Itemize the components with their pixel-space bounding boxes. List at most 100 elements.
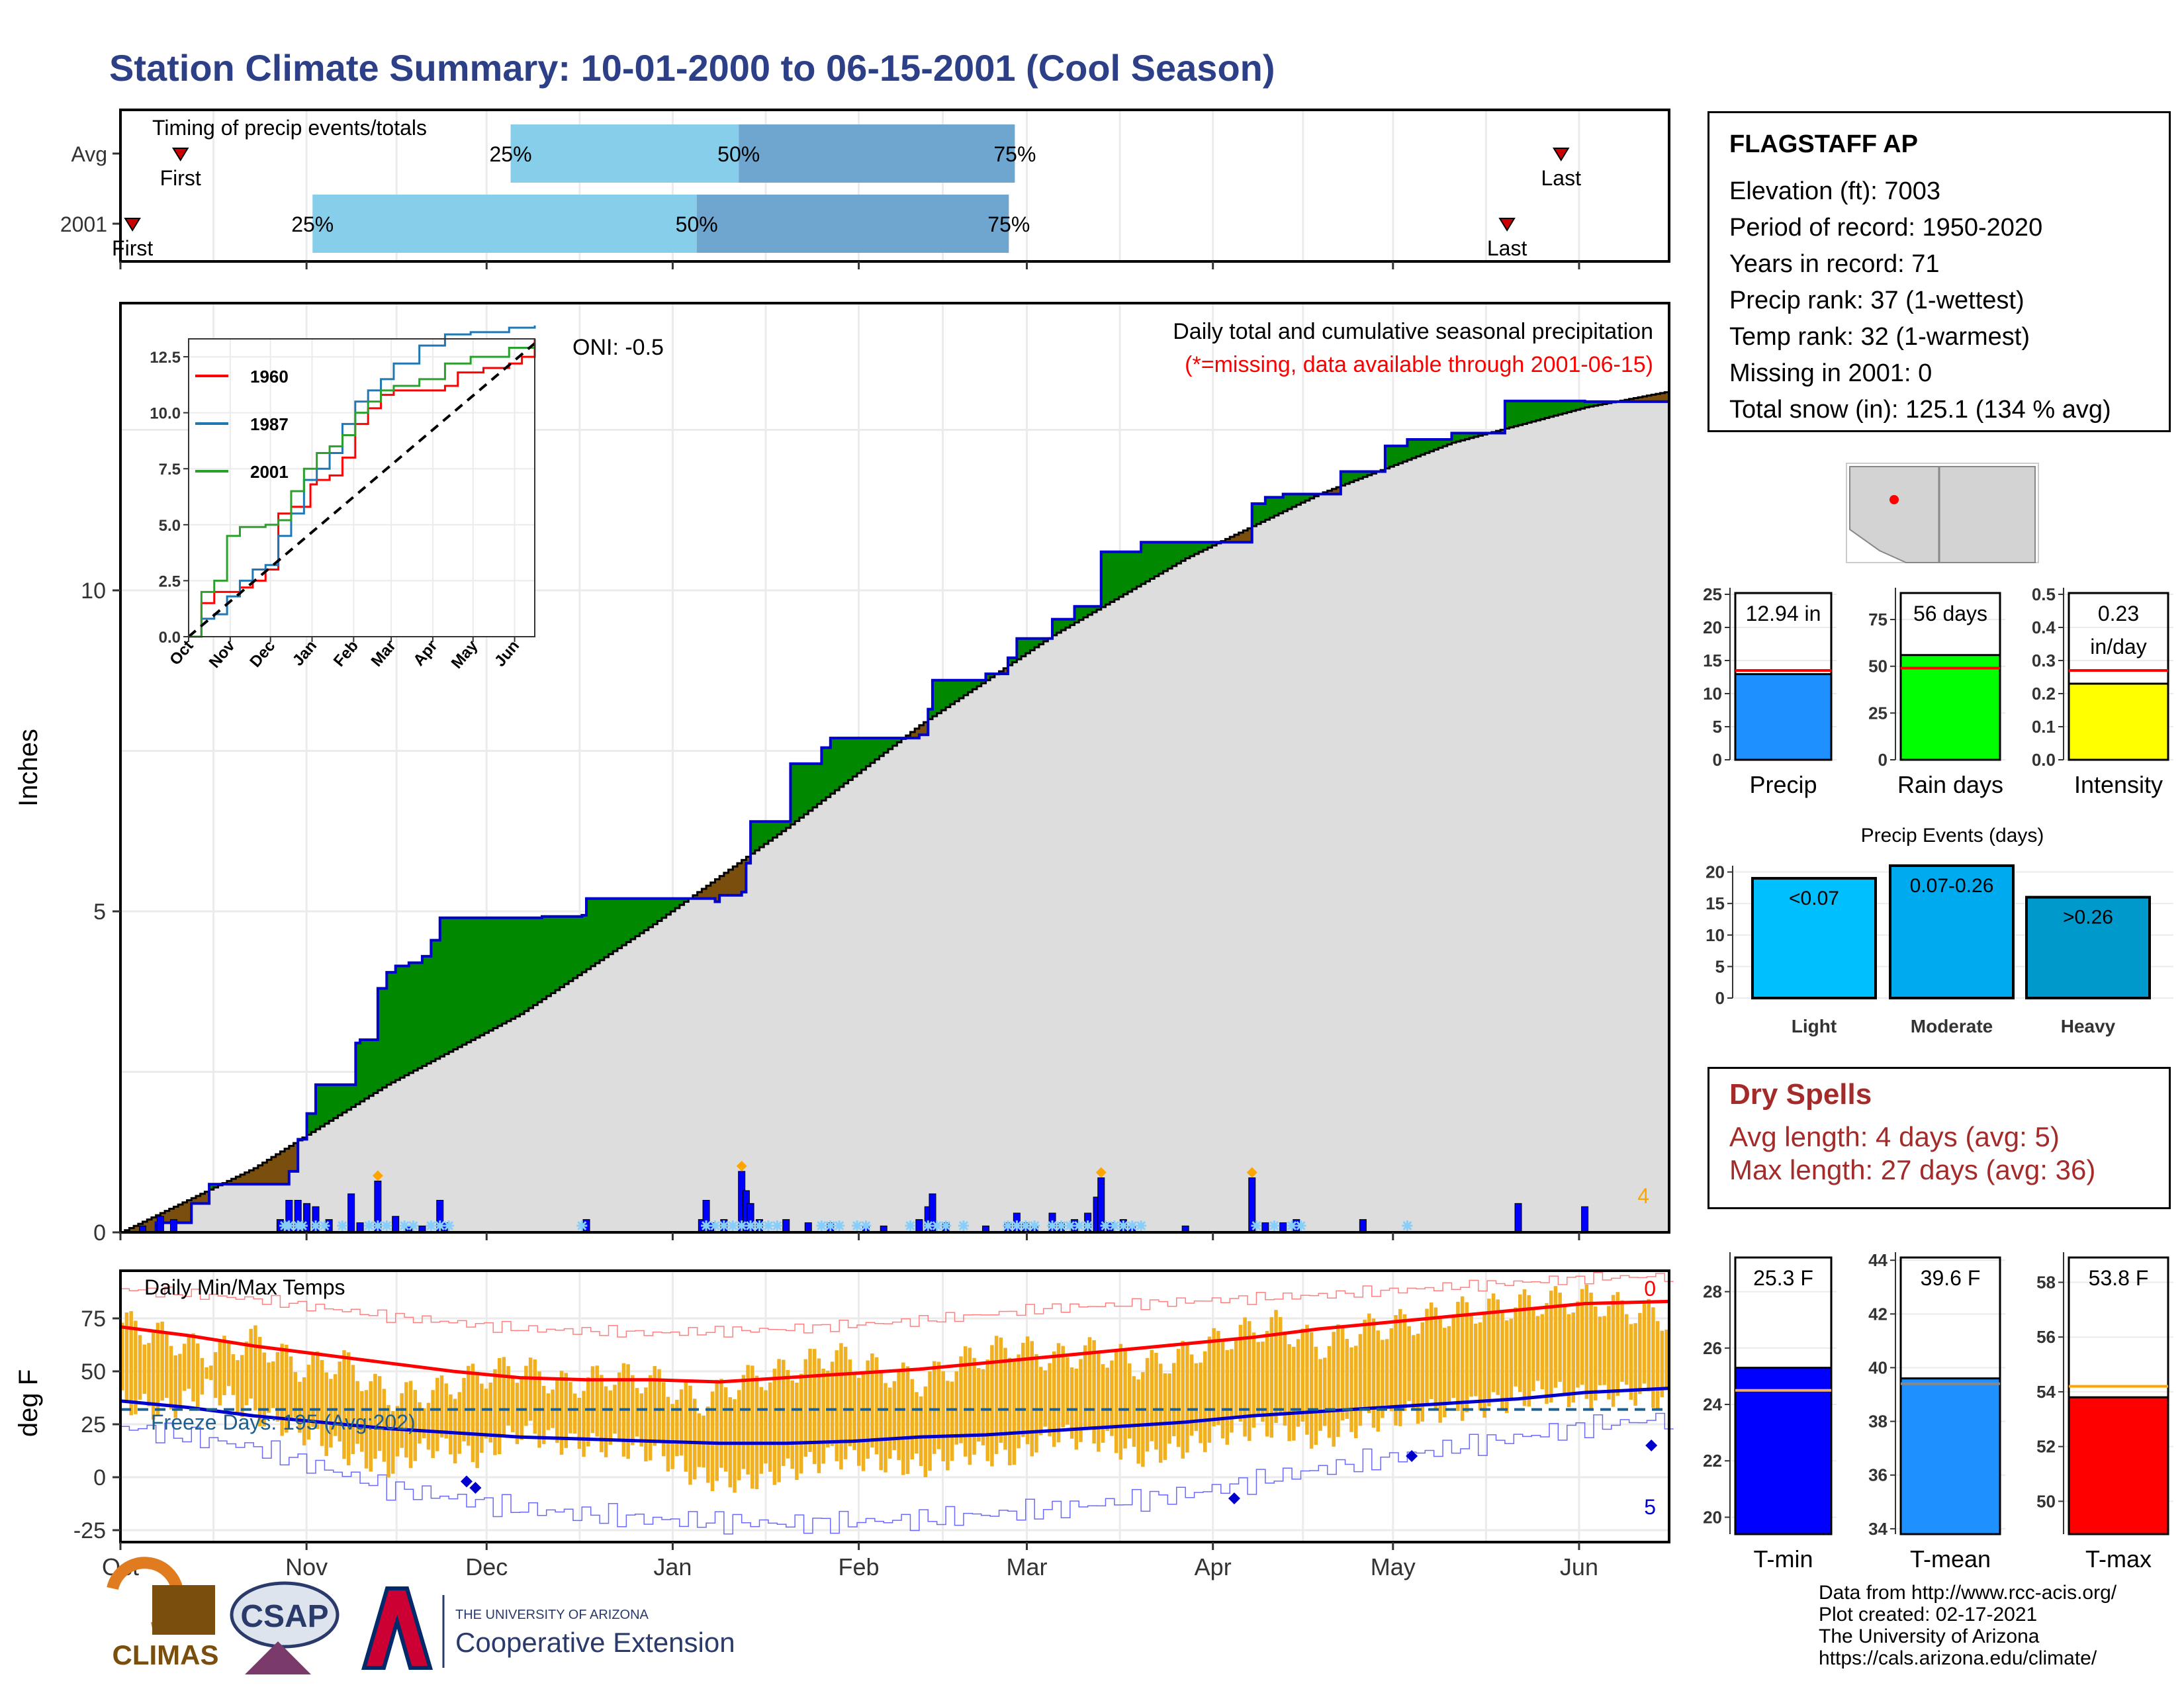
daily-temp-bar [1279,1317,1283,1415]
daily-temp-bar [999,1338,1003,1443]
snow-marker [319,1220,330,1231]
events-category-label: Light [1792,1016,1837,1036]
precip-surplus [609,899,614,954]
daily-temp-bar [644,1387,648,1461]
daily-temp-bar [631,1375,635,1445]
record-low-marker [1645,1440,1657,1451]
daily-temp-bar [1514,1307,1518,1386]
precip-surplus [511,918,516,1019]
daily-temp-bar [249,1329,253,1398]
daily-temp-bar [764,1391,768,1464]
daily-temp-bar [1656,1321,1660,1410]
daily-temp-bar [516,1383,520,1444]
daily-temp-bar [653,1366,657,1446]
timing-label-p50: 50% [717,142,760,166]
precip-surplus [862,738,866,770]
timing-bar-50-75 [697,195,1009,253]
daily-temp-bar [1163,1373,1167,1460]
daily-precip-bar [170,1220,177,1232]
precip-surplus [835,738,839,790]
daily-temp-bar [1372,1318,1376,1428]
events-bar-label: 0.07-0.26 [1910,875,1994,897]
events-ytick-label: 0 [1715,988,1725,1008]
dry-spells-box: Dry Spells Avg length: 4 days (avg: 5) M… [1707,1067,2171,1209]
precip-surplus [1154,542,1159,576]
daily-temp-bar [1061,1346,1065,1428]
mini-value-label: 0.23 [2098,602,2139,625]
mini-ytick-label: 52 [2036,1437,2056,1457]
snow-marker [940,1220,951,1231]
precip-surplus [852,738,857,776]
timing-bar-25-50 [312,195,696,253]
daily-precip-bar [1582,1207,1588,1232]
timing-row-label: 2001 [60,212,107,236]
mini-value-bar [1901,1379,2000,1534]
mini-ytick-label: 50 [1868,657,1888,676]
timing-label-p75: 75% [987,212,1030,236]
daily-temp-bar [1541,1314,1545,1389]
precip-surplus [506,918,511,1021]
daily-precip-bar [157,1216,163,1232]
precip-surplus [591,899,596,966]
station-years: Years in record: 71 [1729,246,2149,283]
precip-surplus [755,821,760,850]
daily-temp-bar [271,1361,275,1408]
precip-surplus [857,738,862,773]
daily-temp-bar [1314,1347,1318,1445]
month-tick-label: Feb [839,1553,880,1580]
mini-ytick-label: 24 [1703,1394,1722,1414]
precip-surplus [795,764,799,821]
timing-title: Timing of precip events/totals [152,116,427,140]
daily-temp-bar [1115,1349,1118,1453]
daily-temp-bar [187,1334,191,1389]
daily-temp-bar [751,1365,754,1488]
daily-temp-bar [1132,1376,1136,1447]
daily-temp-bar [1349,1348,1353,1432]
daily-temp-bar [422,1408,426,1438]
mini-ytick-label: 54 [2036,1382,2056,1402]
daily-temp-bar [1496,1299,1500,1394]
events-category-label: Moderate [1911,1016,1993,1036]
daily-temp-bar [138,1335,142,1400]
daily-temp-bar [1412,1335,1416,1410]
daily-temp-bar [1354,1346,1358,1438]
precip-surplus [404,966,409,1075]
month-tick-label: Jun [1560,1553,1598,1580]
precip-corner-count: 4 [1637,1184,1649,1208]
precip-deficit [733,866,737,895]
daily-temp-bar [560,1371,564,1455]
daily-temp-bar [529,1357,533,1420]
precip-surplus [839,738,844,787]
daily-temp-bar [693,1398,697,1479]
daily-temp-bar [910,1379,914,1459]
inset-xtick-label: Dec [246,637,279,671]
temps-ytick-label: 75 [81,1306,106,1332]
daily-temp-bar [680,1389,684,1455]
inset-xtick-label: Apr [410,637,441,670]
daily-temp-bar [755,1376,759,1489]
daily-temp-bar [1208,1337,1212,1443]
station-temp-rank: Temp rank: 32 (1-warmest) [1729,319,2149,355]
mini-ytick-label: 0.0 [2032,750,2056,770]
daily-temp-bar [1341,1328,1345,1421]
temps-ytick-label: -25 [73,1518,106,1543]
daily-temp-bar [906,1366,910,1474]
daily-precip-bar [1515,1203,1522,1232]
events-category-label: Heavy [2061,1016,2116,1036]
dry-spells-max: Max length: 27 days (avg: 36) [1729,1154,2149,1187]
daily-temp-bar [977,1368,981,1441]
mini-ytick-label: 56 [2036,1327,2056,1347]
daily-temp-bar [1172,1363,1176,1436]
snow-marker [443,1220,454,1231]
timing-marker-last [1554,148,1569,160]
daily-precip-bar [1359,1220,1366,1232]
daily-temp-bar [542,1386,546,1444]
daily-temp-bar [1469,1314,1473,1396]
daily-temp-bar [169,1346,173,1410]
daily-temp-bar [1407,1326,1411,1401]
daily-precip-bar [357,1222,363,1232]
month-tick-label: Jan [653,1553,692,1580]
daily-temp-bar [1576,1301,1580,1387]
daily-temp-bar [955,1371,959,1445]
daily-temp-bar [1536,1316,1540,1381]
